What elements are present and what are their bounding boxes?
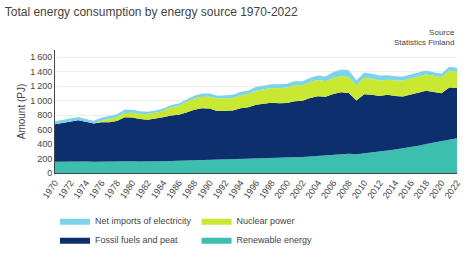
svg-text:2016: 2016 bbox=[396, 178, 416, 200]
svg-text:2014: 2014 bbox=[381, 178, 401, 200]
svg-text:1994: 1994 bbox=[226, 178, 246, 200]
svg-text:2012: 2012 bbox=[365, 178, 385, 200]
svg-text:1992: 1992 bbox=[211, 178, 231, 200]
svg-text:2020: 2020 bbox=[427, 178, 447, 200]
svg-text:1986: 1986 bbox=[164, 178, 184, 200]
svg-text:1996: 1996 bbox=[242, 178, 262, 200]
svg-text:2022: 2022 bbox=[443, 178, 463, 200]
svg-text:1974: 1974 bbox=[72, 178, 92, 200]
svg-text:2002: 2002 bbox=[288, 178, 308, 200]
svg-text:2000: 2000 bbox=[273, 178, 293, 200]
svg-text:Total energy consumption by en: Total energy consumption by energy sourc… bbox=[5, 5, 298, 19]
svg-text:Fossil fuels and peat: Fossil fuels and peat bbox=[95, 235, 178, 245]
svg-text:1988: 1988 bbox=[180, 178, 200, 200]
svg-text:1 000: 1 000 bbox=[30, 96, 52, 106]
svg-text:1984: 1984 bbox=[149, 178, 169, 200]
svg-text:200: 200 bbox=[37, 154, 52, 164]
svg-text:1972: 1972 bbox=[56, 178, 76, 200]
svg-text:1 600: 1 600 bbox=[30, 52, 52, 62]
svg-text:2004: 2004 bbox=[303, 178, 323, 200]
svg-text:800: 800 bbox=[37, 110, 52, 120]
svg-text:1 200: 1 200 bbox=[30, 81, 52, 91]
svg-text:Amount (PJ): Amount (PJ) bbox=[16, 84, 27, 140]
svg-text:Nuclear power: Nuclear power bbox=[237, 216, 295, 226]
svg-text:1982: 1982 bbox=[133, 178, 153, 200]
svg-text:600: 600 bbox=[37, 125, 52, 135]
svg-text:SourceStatistics Finland: SourceStatistics Finland bbox=[394, 28, 455, 47]
svg-text:1976: 1976 bbox=[87, 178, 107, 200]
svg-text:Renewable energy: Renewable energy bbox=[237, 235, 313, 245]
svg-text:1980: 1980 bbox=[118, 178, 138, 200]
svg-text:1998: 1998 bbox=[257, 178, 277, 200]
svg-text:2006: 2006 bbox=[319, 178, 339, 200]
svg-text:2008: 2008 bbox=[334, 178, 354, 200]
svg-text:2010: 2010 bbox=[350, 178, 370, 200]
svg-text:400: 400 bbox=[37, 139, 52, 149]
svg-text:Net imports of electricity: Net imports of electricity bbox=[95, 216, 192, 226]
svg-text:1978: 1978 bbox=[102, 178, 122, 200]
svg-text:2018: 2018 bbox=[412, 178, 432, 200]
svg-text:0: 0 bbox=[47, 168, 52, 178]
svg-text:1970: 1970 bbox=[41, 178, 61, 200]
svg-text:1 400: 1 400 bbox=[30, 67, 52, 77]
svg-text:1990: 1990 bbox=[195, 178, 215, 200]
